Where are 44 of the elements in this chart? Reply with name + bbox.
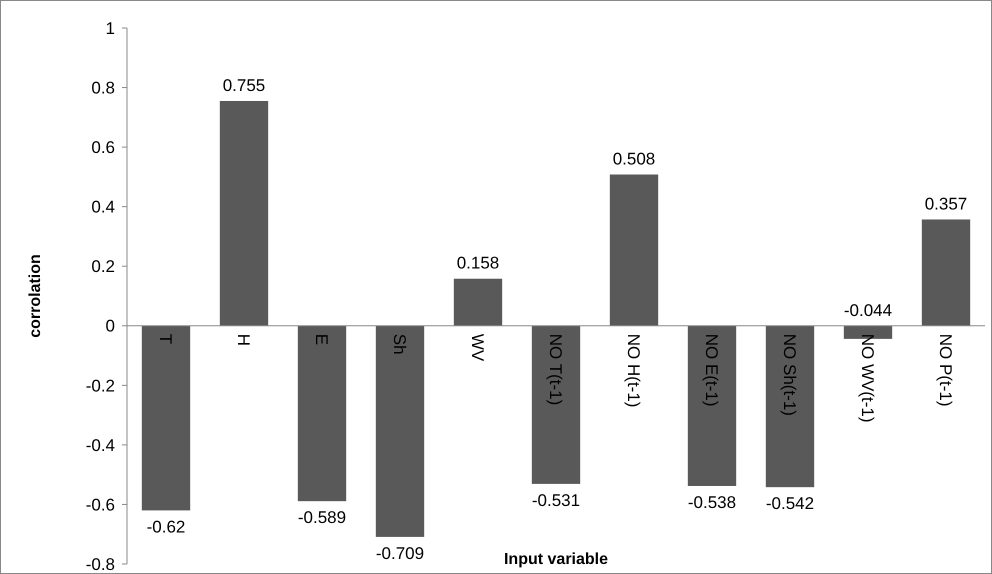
x-tick-label: NO P(t-1) [936,334,956,407]
y-axis-title: corrolation [27,254,44,338]
bar [454,278,502,326]
bar [688,326,736,486]
x-tick-label: NO H(t-1) [624,334,644,408]
bar [142,326,190,510]
bar [610,174,658,326]
y-tick-label: -0.6 [86,495,115,514]
y-tick-label: -0.8 [86,554,115,574]
x-tick-label: NO Sh(t-1) [780,334,800,416]
bar [766,326,814,488]
y-tick-label: 0.8 [91,78,115,98]
x-tick-label: Sh [390,334,410,355]
data-label: 0.357 [924,194,968,214]
bar [376,326,424,537]
data-label: -0.589 [298,508,346,528]
data-label: 0.755 [222,76,266,95]
data-label: 0.158 [456,254,500,273]
data-label: -0.62 [146,517,186,536]
y-tick-label: -0.2 [86,376,115,396]
data-label: -0.538 [688,492,736,512]
x-tick-label: WV [468,334,488,362]
y-tick-label: -0.4 [86,436,115,455]
x-tick-label: H [234,334,254,346]
x-tick-label: NO WV(t-1) [858,334,878,423]
x-tick-label: NO E(t-1) [702,334,722,407]
x-tick-label: E [312,334,332,346]
y-tick-label: 0.4 [91,198,115,217]
bar [220,100,268,326]
x-axis-title: Input variable [504,551,608,568]
data-label: 0.508 [612,150,656,169]
data-label: -0.542 [766,494,814,514]
bar [532,326,580,484]
bar [922,219,970,326]
data-label: -0.531 [532,490,580,510]
y-tick-label: 1 [106,18,115,38]
x-tick-label: NO T(t-1) [546,334,566,406]
data-label: -0.044 [844,300,892,320]
bar [298,326,346,502]
y-tick-label: 0.6 [91,138,115,158]
y-tick-label: 0 [106,316,115,336]
data-label: -0.709 [376,544,424,563]
y-tick-label: 0.2 [91,257,115,276]
x-tick-label: T [156,334,176,344]
